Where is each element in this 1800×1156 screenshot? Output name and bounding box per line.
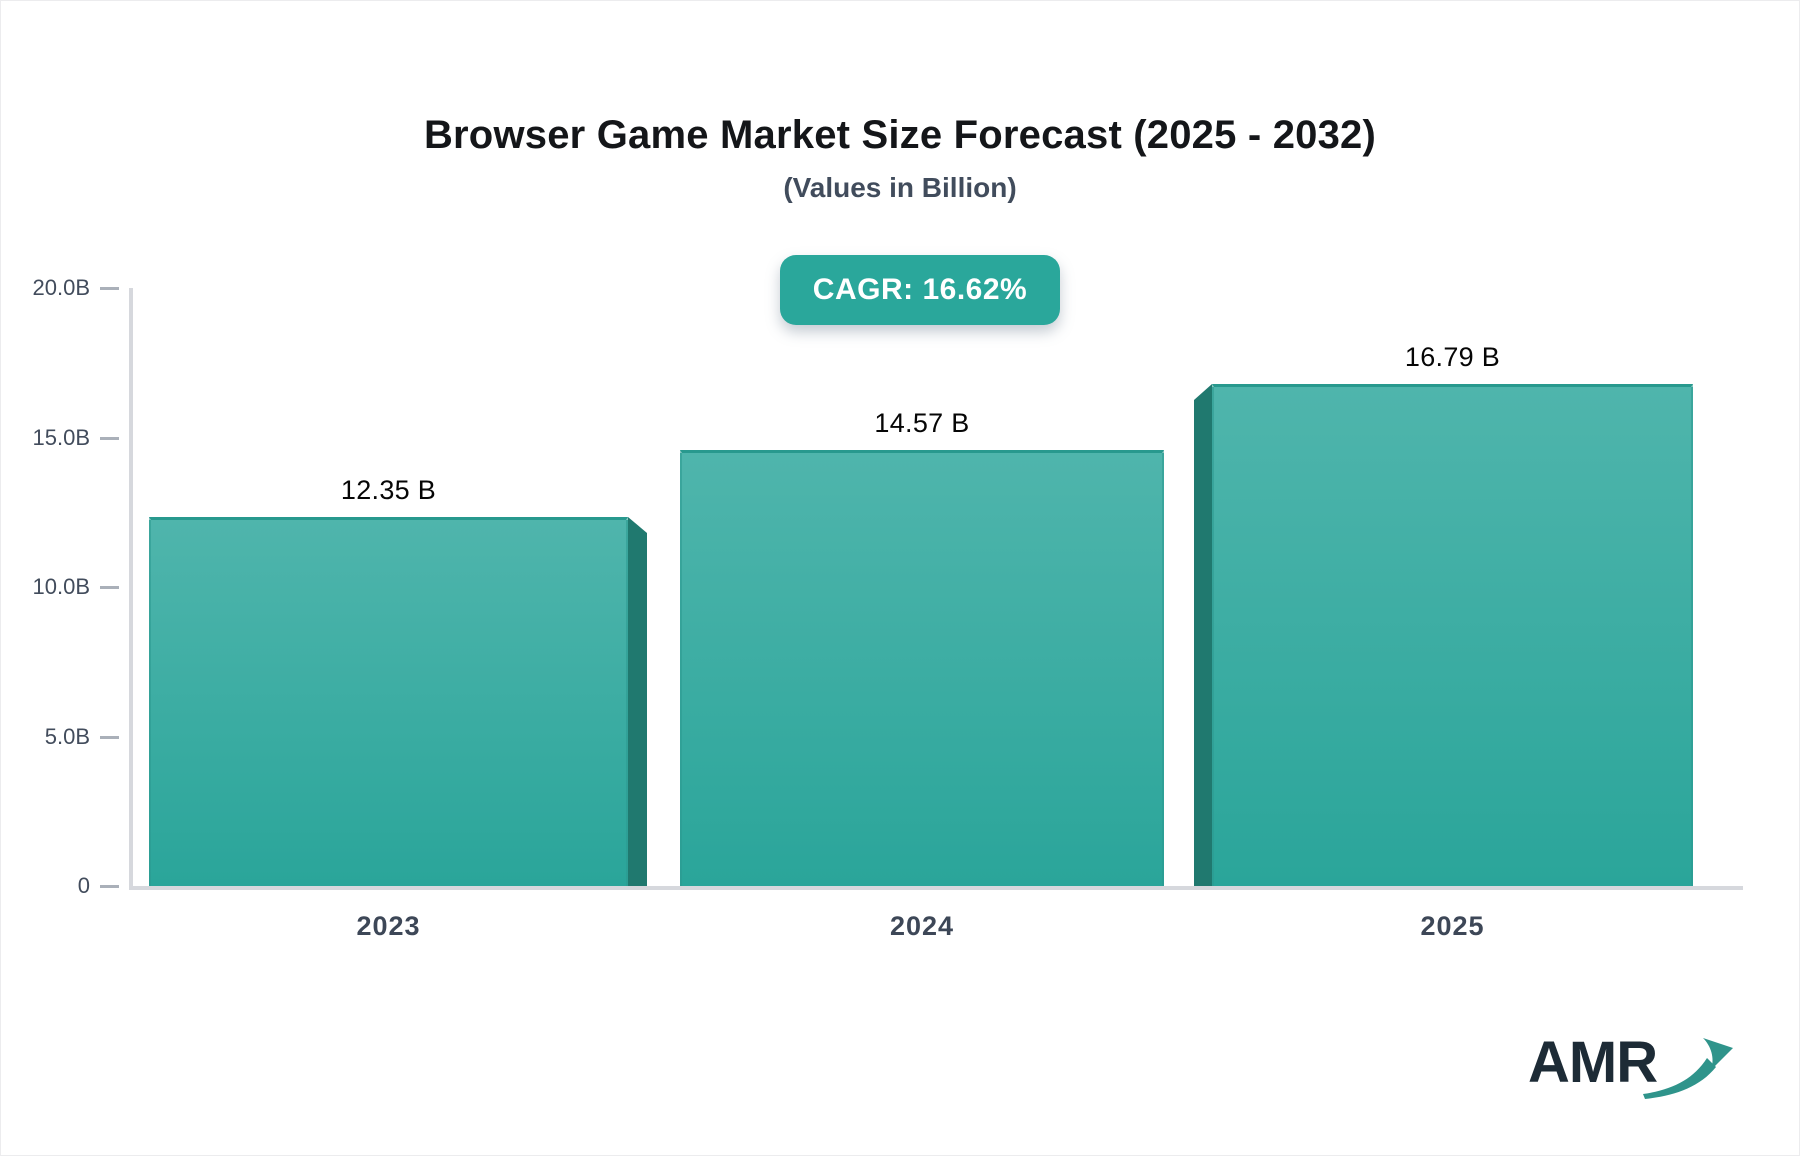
cagr-badge-label: CAGR: 16.62%	[812, 273, 1028, 306]
y-tick-mark	[100, 586, 119, 589]
cagr-badge: CAGR: 16.62%	[780, 255, 1060, 325]
bar-value-label-2024: 14.57 B	[874, 408, 970, 438]
chart-subtitle: (Values in Billion)	[783, 172, 1017, 203]
bar-2023	[149, 517, 628, 886]
x-axis-label-2023: 2023	[356, 911, 421, 941]
bar-2024	[680, 450, 1164, 886]
amr-logo-arrow-icon	[1643, 1038, 1734, 1099]
y-tick-mark	[100, 736, 119, 739]
x-axis-line	[129, 886, 1743, 890]
bar-value-label-2025: 16.79 B	[1404, 342, 1501, 372]
amr-logo-text: AMR	[1528, 1030, 1658, 1095]
y-tick-mark	[100, 287, 119, 290]
y-tick-label-0: 0	[77, 873, 90, 898]
y-tick-label-15.0B: 15.0B	[32, 425, 91, 450]
bar-2025	[1212, 384, 1693, 886]
y-tick-label-20.0B: 20.0B	[32, 275, 91, 300]
bar-2025-3d-side	[1194, 384, 1212, 886]
x-axis-label-2025: 2025	[1420, 911, 1485, 941]
bar-value-label-2023: 12.35 B	[340, 475, 437, 505]
x-axis-label-2024: 2024	[889, 911, 955, 941]
y-tick-mark	[100, 437, 119, 440]
y-tick-label-5.0B: 5.0B	[44, 724, 90, 749]
chart-title: Browser Game Market Size Forecast (2025 …	[423, 113, 1377, 157]
y-tick-mark	[100, 885, 119, 888]
bar-2023-3d-side	[628, 517, 647, 886]
amr-logo: AMR	[1528, 1030, 1735, 1102]
y-axis-line	[129, 288, 133, 890]
y-tick-label-10.0B: 10.0B	[32, 574, 91, 599]
